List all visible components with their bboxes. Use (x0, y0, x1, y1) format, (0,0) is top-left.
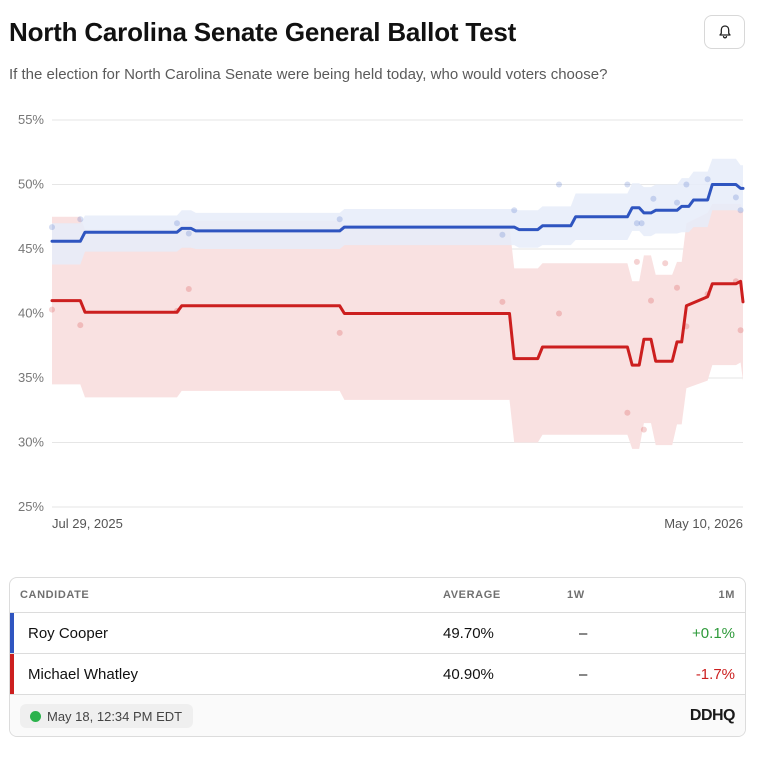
candidate-1m-change: +0.1% (692, 625, 735, 642)
poll-point (662, 260, 669, 267)
page-subtitle: If the election for North Carolina Senat… (9, 66, 608, 83)
poll-point (77, 216, 84, 223)
poll-point (638, 220, 645, 227)
y-tick-label: 25% (18, 499, 44, 514)
series-line (50, 279, 745, 367)
notification-bell-button[interactable] (704, 15, 745, 49)
header-1w[interactable]: 1W (567, 589, 585, 601)
last-updated-badge: May 18, 12:34 PM EDT (20, 704, 194, 728)
poll-point (556, 181, 562, 188)
x-tick-label: May 10, 2026 (664, 516, 743, 531)
poll-point (624, 409, 631, 416)
candidate-average: 49.70% (443, 625, 494, 642)
table-row[interactable]: Michael Whatley 40.90% – -1.7% (10, 654, 745, 695)
poll-point (336, 329, 343, 336)
table-footer: May 18, 12:34 PM EDT DDHQ (10, 695, 745, 736)
series-line (50, 183, 745, 243)
poll-point (174, 220, 180, 227)
y-tick-label: 50% (18, 177, 44, 192)
poll-point (499, 298, 506, 305)
poll-point (704, 176, 711, 183)
ddhq-logo: DDHQ (689, 707, 736, 724)
y-tick-label: 55% (18, 112, 44, 127)
poll-point (185, 286, 192, 292)
y-tick-label: 35% (18, 370, 44, 385)
confidence-band (52, 203, 743, 449)
last-updated-timestamp: May 18, 12:34 PM EDT (47, 708, 183, 724)
poll-point (49, 224, 55, 231)
candidate-1w-change: – (579, 625, 588, 642)
y-tick-label: 30% (18, 435, 44, 450)
candidate-name: Michael Whatley (28, 666, 139, 683)
table-header: CANDIDATE AVERAGE 1W 1M (10, 578, 745, 613)
axis-labels: 55% 50% 45% 40% 35% 30% 25% Jul 29, 2025 May 10,… (18, 112, 743, 531)
poll-point (77, 322, 84, 329)
candidate-table: CANDIDATE AVERAGE 1W 1M Roy Cooper 49.70… (9, 577, 746, 737)
poll-point (737, 207, 744, 214)
average-lines (50, 183, 745, 367)
candidate-1m-change: -1.7% (695, 666, 735, 683)
poll-point (674, 284, 680, 291)
poll-point (511, 207, 518, 214)
poll-point (640, 426, 647, 433)
header-1m[interactable]: 1M (718, 589, 735, 601)
poll-point (674, 199, 680, 206)
poll-point (185, 230, 192, 237)
poll-point (499, 231, 506, 238)
bell-icon (718, 25, 731, 39)
table-row[interactable]: Roy Cooper 49.70% – +0.1% (10, 613, 745, 654)
candidate-color-bar (10, 654, 14, 694)
y-tick-label: 40% (18, 306, 44, 321)
poll-point (648, 297, 654, 304)
poll-point (49, 306, 55, 313)
y-tick-label: 45% (18, 241, 44, 256)
candidate-color-bar (10, 613, 14, 653)
poll-point (732, 194, 739, 201)
header-candidate[interactable]: CANDIDATE (20, 589, 90, 601)
poll-point (556, 310, 562, 317)
poll-point (633, 220, 640, 227)
poll-point (624, 181, 631, 188)
status-dot-icon (30, 710, 41, 722)
page-title: North Carolina Senate General Ballot Tes… (9, 17, 517, 47)
poll-point (336, 216, 343, 223)
confidence-band (52, 158, 743, 265)
poll-point (633, 258, 640, 265)
confidence-bands (52, 158, 743, 449)
header-average[interactable]: AVERAGE (443, 589, 501, 601)
x-tick-label: Jul 29, 2025 (52, 516, 123, 531)
polling-chart: 55% 50% 45% 40% 35% 30% 25% Jul 29, 2025 May 10,… (18, 112, 745, 531)
candidate-name: Roy Cooper (28, 625, 109, 642)
poll-point (683, 181, 690, 188)
candidate-average: 40.90% (443, 666, 494, 683)
candidate-1w-change: – (579, 666, 588, 683)
poll-point (737, 327, 744, 334)
poll-point (650, 195, 657, 202)
